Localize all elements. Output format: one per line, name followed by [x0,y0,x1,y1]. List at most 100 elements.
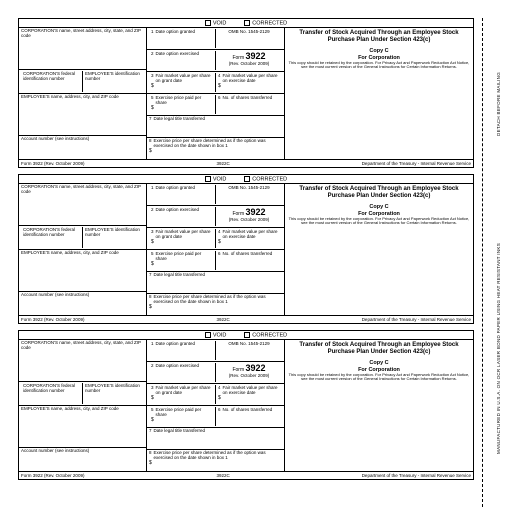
footer-mid: 3922C [216,161,229,166]
mfg-text: MANUFACTURED IN U.S.A. ON OCR LASER BOND… [496,243,501,454]
footer-left: Form 3922 (Rev. October 2009) [21,317,84,322]
footer-mid: 3922C [216,473,229,478]
box-3[interactable]: 3 Fair market value per share on grant d… [149,229,216,248]
box-4[interactable]: 4 Fair market value per share on exercis… [216,229,282,248]
row-2-title: 2 Date option exercised Form 3922(Rev. O… [147,362,284,384]
transfer-title: Transfer of Stock Acquired Through an Em… [285,184,473,202]
middle-column: 1 Date option granted OMB No. 1545-2129 … [147,184,285,315]
box-6[interactable]: 6 No. of shares transferred [216,251,282,270]
corrected-checkbox[interactable]: CORRECTED [244,176,287,182]
detach-text: DETACH BEFORE MAILING [496,72,501,136]
corp-fed-id[interactable]: CORPORATION'S federal identification num… [21,227,83,248]
row-5-6: 5 Exercise price paid per share$ 6 No. o… [147,94,284,116]
account-field[interactable]: Account number (see instructions) [19,136,146,159]
box-8[interactable]: 8 Exercise price per share determined as… [147,294,284,315]
emp-name-field[interactable]: EMPLOYEE'S name, address, city, and ZIP … [19,250,146,291]
void-checkbox[interactable]: VOID [205,332,226,338]
row-2-title: 2 Date option exercised Form 3922(Rev. O… [147,50,284,72]
corp-name-field[interactable]: CORPORATION'S name, street address, city… [19,28,146,69]
row-1-omb: 1 Date option granted OMB No. 1545-2129 [147,28,284,50]
box-5[interactable]: 5 Exercise price paid per share$ [149,407,216,426]
emp-id[interactable]: EMPLOYEE'S identification number [83,227,144,248]
void-checkbox[interactable]: VOID [205,176,226,182]
row-3-4: 3 Fair market value per share on grant d… [147,384,284,406]
box-6[interactable]: 6 No. of shares transferred [216,407,282,426]
form-3922-copy: VOID CORRECTED CORPORATION'S name, stree… [18,174,474,324]
footer-mid: 3922C [216,317,229,322]
form-title: Form 3922(Rev. October 2009) [216,51,282,70]
row-5-6: 5 Exercise price paid per share$ 6 No. o… [147,406,284,428]
corp-fed-id[interactable]: CORPORATION'S federal identification num… [21,383,83,404]
emp-name-field[interactable]: EMPLOYEE'S name, address, city, and ZIP … [19,406,146,447]
form-title: Form 3922(Rev. October 2009) [216,363,282,382]
middle-column: 1 Date option granted OMB No. 1545-2129 … [147,28,285,159]
box-6[interactable]: 6 No. of shares transferred [216,95,282,114]
copy-c-box: Copy C For Corporation This copy should … [285,46,473,72]
box-3[interactable]: 3 Fair market value per share on grant d… [149,385,216,404]
id-row: CORPORATION'S federal identification num… [19,226,146,250]
box-5[interactable]: 5 Exercise price paid per share$ [149,95,216,114]
form-page: VOID CORRECTED CORPORATION'S name, stree… [18,18,507,507]
corrected-checkbox[interactable]: CORRECTED [244,20,287,26]
box-3[interactable]: 3 Fair market value per share on grant d… [149,73,216,92]
form-footer: Form 3922 (Rev. October 2009) 3922C Depa… [19,159,473,167]
box-7[interactable]: 7 Date legal title transferred [147,116,284,138]
omb-number: OMB No. 1545-2129 [216,341,282,360]
box-4[interactable]: 4 Fair market value per share on exercis… [216,385,282,404]
forms-area: VOID CORRECTED CORPORATION'S name, stree… [18,18,478,507]
form-grid: CORPORATION'S name, street address, city… [19,184,473,315]
account-field[interactable]: Account number (see instructions) [19,292,146,315]
footer-right: Department of the Treasury - Internal Re… [362,317,471,322]
omb-number: OMB No. 1545-2129 [216,185,282,204]
emp-id[interactable]: EMPLOYEE'S identification number [83,383,144,404]
id-row: CORPORATION'S federal identification num… [19,382,146,406]
box-2[interactable]: 2 Date option exercised [149,363,216,382]
corp-name-field[interactable]: CORPORATION'S name, street address, city… [19,184,146,225]
side-text: DETACH BEFORE MAILING MANUFACTURED IN U.… [489,18,507,507]
right-column: Transfer of Stock Acquired Through an Em… [285,340,473,471]
transfer-title: Transfer of Stock Acquired Through an Em… [285,28,473,46]
footer-right: Department of the Treasury - Internal Re… [362,161,471,166]
footer-left: Form 3922 (Rev. October 2009) [21,473,84,478]
box-1[interactable]: 1 Date option granted [149,341,216,360]
form-grid: CORPORATION'S name, street address, city… [19,28,473,159]
box-1[interactable]: 1 Date option granted [149,29,216,48]
void-checkbox[interactable]: VOID [205,20,226,26]
box-5[interactable]: 5 Exercise price paid per share$ [149,251,216,270]
right-column: Transfer of Stock Acquired Through an Em… [285,28,473,159]
row-3-4: 3 Fair market value per share on grant d… [147,72,284,94]
corrected-checkbox[interactable]: CORRECTED [244,332,287,338]
box-7[interactable]: 7 Date legal title transferred [147,428,284,450]
box-4[interactable]: 4 Fair market value per share on exercis… [216,73,282,92]
transfer-title: Transfer of Stock Acquired Through an Em… [285,340,473,358]
form-title: Form 3922(Rev. October 2009) [216,207,282,226]
form-3922-copy: VOID CORRECTED CORPORATION'S name, stree… [18,18,474,168]
form-grid: CORPORATION'S name, street address, city… [19,340,473,471]
row-3-4: 3 Fair market value per share on grant d… [147,228,284,250]
box-1[interactable]: 1 Date option granted [149,185,216,204]
box-2[interactable]: 2 Date option exercised [149,51,216,70]
row-5-6: 5 Exercise price paid per share$ 6 No. o… [147,250,284,272]
emp-name-field[interactable]: EMPLOYEE'S name, address, city, and ZIP … [19,94,146,135]
row-2-title: 2 Date option exercised Form 3922(Rev. O… [147,206,284,228]
footer-left: Form 3922 (Rev. October 2009) [21,161,84,166]
copy-c-box: Copy C For Corporation This copy should … [285,202,473,228]
void-corrected-row: VOID CORRECTED [19,331,473,340]
box-8[interactable]: 8 Exercise price per share determined as… [147,450,284,471]
copy-c-box: Copy C For Corporation This copy should … [285,358,473,384]
box-8[interactable]: 8 Exercise price per share determined as… [147,138,284,159]
footer-right: Department of the Treasury - Internal Re… [362,473,471,478]
left-column: CORPORATION'S name, street address, city… [19,184,147,315]
corp-name-field[interactable]: CORPORATION'S name, street address, city… [19,340,146,381]
omb-number: OMB No. 1545-2129 [216,29,282,48]
form-footer: Form 3922 (Rev. October 2009) 3922C Depa… [19,471,473,479]
emp-id[interactable]: EMPLOYEE'S identification number [83,71,144,92]
account-field[interactable]: Account number (see instructions) [19,448,146,471]
box-7[interactable]: 7 Date legal title transferred [147,272,284,294]
middle-column: 1 Date option granted OMB No. 1545-2129 … [147,340,285,471]
corp-fed-id[interactable]: CORPORATION'S federal identification num… [21,71,83,92]
box-2[interactable]: 2 Date option exercised [149,207,216,226]
left-column: CORPORATION'S name, street address, city… [19,28,147,159]
right-column: Transfer of Stock Acquired Through an Em… [285,184,473,315]
form-3922-copy: VOID CORRECTED CORPORATION'S name, stree… [18,330,474,480]
